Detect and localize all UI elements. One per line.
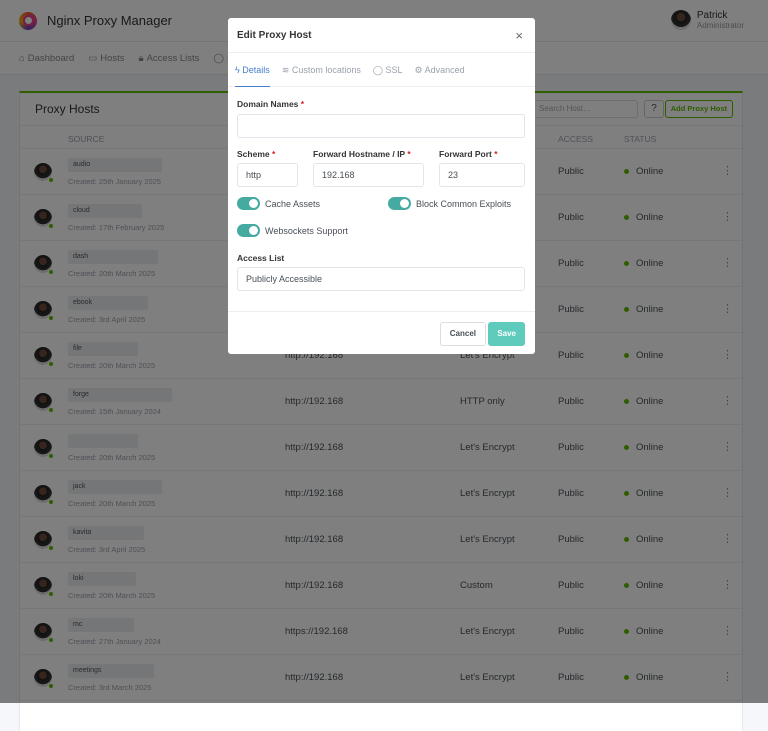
- domain-names-input[interactable]: [237, 114, 525, 138]
- tab-advanced[interactable]: ⚙ Advanced: [414, 64, 465, 75]
- edit-proxy-host-modal: Edit Proxy Host × ϟ Details ≋ Custom loca…: [228, 18, 535, 354]
- forward-host-label: Forward Hostname / IP *: [313, 149, 411, 159]
- gear-icon: ⚙: [414, 64, 423, 75]
- modal-title: Edit Proxy Host: [237, 29, 312, 41]
- tab-details[interactable]: ϟ Details: [235, 53, 270, 87]
- forward-port-input[interactable]: 23: [439, 163, 525, 187]
- scheme-input[interactable]: http: [237, 163, 298, 187]
- access-list-select[interactable]: Publicly Accessible: [237, 267, 525, 291]
- forward-port-label: Forward Port *: [439, 149, 498, 159]
- layers-icon: ≋: [281, 64, 290, 75]
- block-exploits-toggle[interactable]: Block Common Exploits: [388, 197, 511, 210]
- toggle-switch[interactable]: [388, 197, 411, 210]
- save-button[interactable]: Save: [488, 322, 525, 346]
- forward-host-input[interactable]: 192.168: [313, 163, 424, 187]
- scheme-label: Scheme *: [237, 149, 276, 159]
- close-icon[interactable]: ×: [515, 28, 523, 43]
- shield-icon: ◯: [372, 64, 383, 75]
- websockets-toggle[interactable]: Websockets Support: [237, 224, 348, 237]
- domain-names-label: Domain Names *: [237, 99, 305, 109]
- access-list-label: Access List: [237, 253, 285, 263]
- toggle-switch[interactable]: [237, 197, 260, 210]
- tab-ssl[interactable]: ◯ SSL: [372, 64, 403, 75]
- toggle-switch[interactable]: [237, 224, 260, 237]
- modal-tabs: ϟ Details ≋ Custom locations ◯ SSL ⚙ Advanc…: [228, 53, 535, 87]
- cancel-button[interactable]: Cancel: [439, 322, 486, 346]
- bolt-icon: ϟ: [235, 64, 240, 75]
- tab-custom-locations[interactable]: ≋ Custom locations: [281, 64, 361, 75]
- cache-assets-toggle[interactable]: Cache Assets: [237, 197, 320, 210]
